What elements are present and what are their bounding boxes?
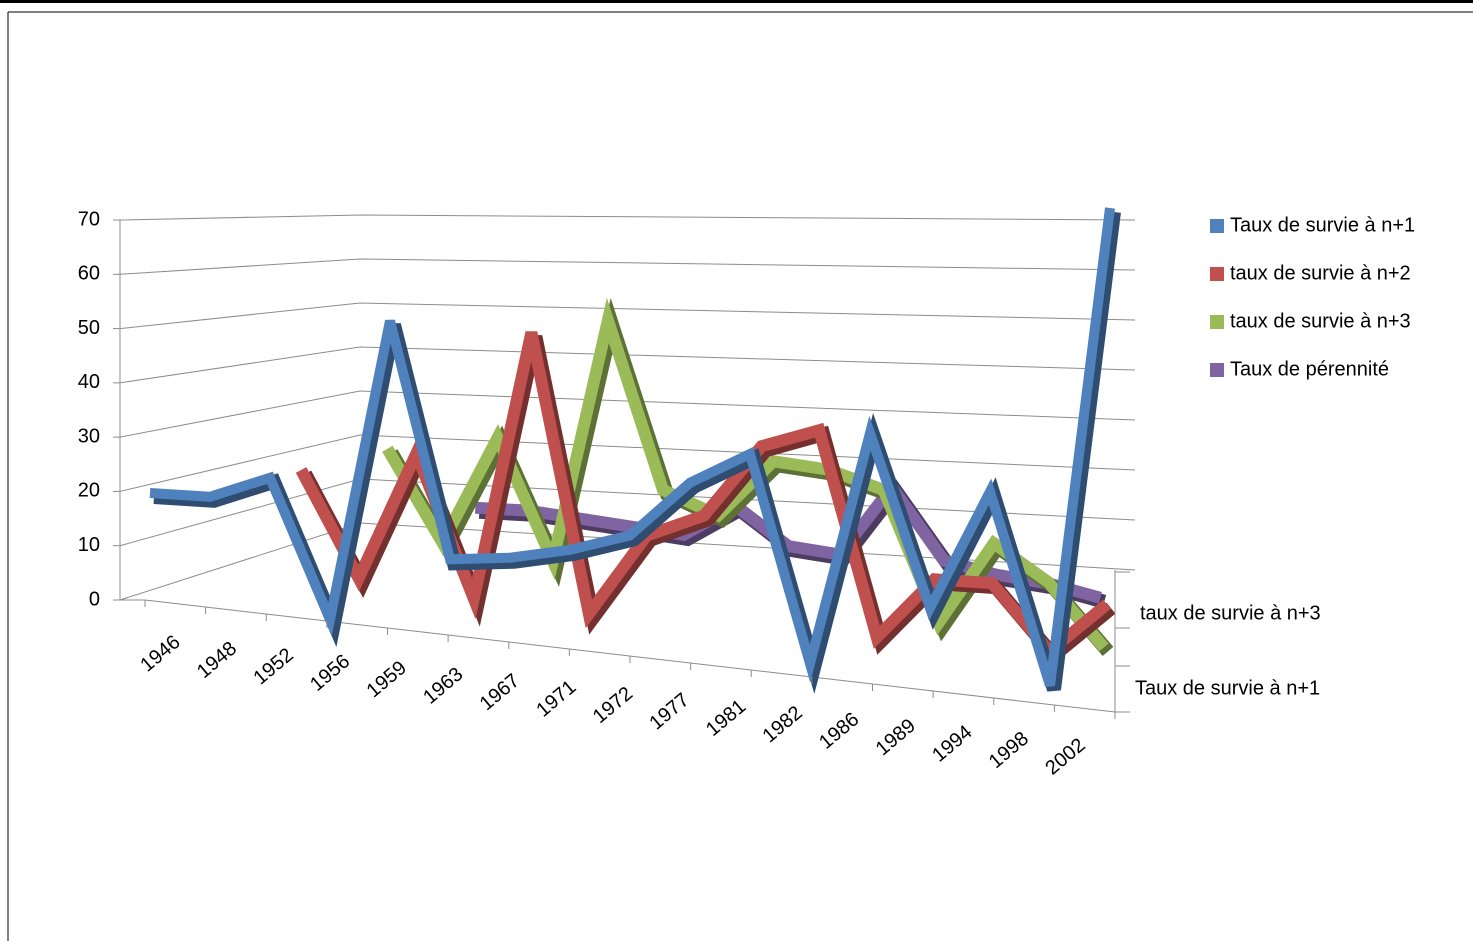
grid-line (119, 346, 1136, 384)
grid-line (119, 258, 1136, 275)
legend-swatch (1210, 267, 1224, 281)
y-tick-label: 60 (78, 263, 100, 285)
legend-label: taux de survie à n+2 (1230, 262, 1411, 284)
y-tick-label: 70 (78, 208, 100, 230)
y-tick-label: 0 (89, 588, 100, 610)
y-tick-label: 30 (78, 425, 100, 447)
legend-label: Taux de pérennité (1230, 358, 1389, 380)
depth-label: taux de survie à n+3 (1140, 602, 1321, 624)
depth-label: Taux de survie à n+1 (1135, 677, 1320, 699)
grid-line (119, 302, 1136, 330)
series-line (149, 207, 1115, 687)
grid-line (119, 390, 1136, 438)
y-tick-label: 20 (78, 480, 100, 502)
legend-label: Taux de survie à n+1 (1230, 214, 1415, 236)
y-tick-label: 10 (78, 534, 100, 556)
legend-label: taux de survie à n+3 (1230, 310, 1411, 332)
y-tick-label: 50 (78, 317, 100, 339)
legend-swatch (1210, 315, 1224, 329)
legend-swatch (1210, 363, 1224, 377)
legend-swatch (1210, 219, 1224, 233)
y-tick-label: 40 (78, 371, 100, 393)
grid-line (119, 214, 1136, 221)
